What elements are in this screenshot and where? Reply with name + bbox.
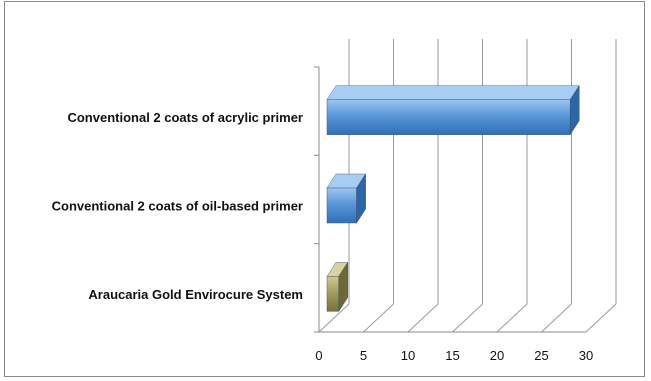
bar-side-0 — [569, 84, 580, 136]
grid-lines — [318, 39, 617, 333]
bars — [326, 84, 580, 313]
bar-side-2 — [338, 261, 349, 313]
x-tick-labels: 0 5 10 15 20 25 30 — [315, 348, 593, 363]
bar-front-0 — [326, 99, 571, 135]
bar-front-2 — [326, 276, 340, 312]
x-tick-label-2: 10 — [401, 348, 415, 363]
category-labels: Conventional 2 coats of acrylic primer Co… — [52, 110, 303, 302]
category-label-2: Araucaria Gold Envirocure System — [88, 287, 303, 302]
bar-2 — [326, 261, 349, 313]
x-tick-label-4: 20 — [490, 348, 504, 363]
gridline-floor-5 — [541, 303, 572, 333]
x-tick-label-3: 15 — [445, 348, 459, 363]
bar-1 — [326, 173, 367, 224]
x-tick-label-5: 25 — [534, 348, 548, 363]
bar-0 — [326, 84, 580, 136]
bar-top-0 — [326, 85, 580, 100]
x-tick-label-1: 5 — [360, 348, 367, 363]
x-tick-label-6: 30 — [579, 348, 593, 363]
chart-frame — [4, 1, 645, 377]
gridline-floor-1 — [363, 303, 394, 333]
category-label-1: Conventional 2 coats of oil-based primer — [52, 199, 303, 214]
gridline-floor-4 — [496, 303, 528, 333]
x-tick-label-0: 0 — [315, 348, 322, 363]
gridline-floor-2 — [407, 303, 439, 333]
gridline-floor-3 — [452, 303, 483, 333]
gridline-floor-6 — [585, 303, 617, 333]
bar-front-1 — [326, 187, 357, 224]
category-label-0: Conventional 2 coats of acrylic primer — [67, 110, 303, 125]
axes — [314, 66, 586, 333]
bar-side-1 — [356, 173, 366, 224]
gridline-floor-0 — [318, 303, 350, 333]
